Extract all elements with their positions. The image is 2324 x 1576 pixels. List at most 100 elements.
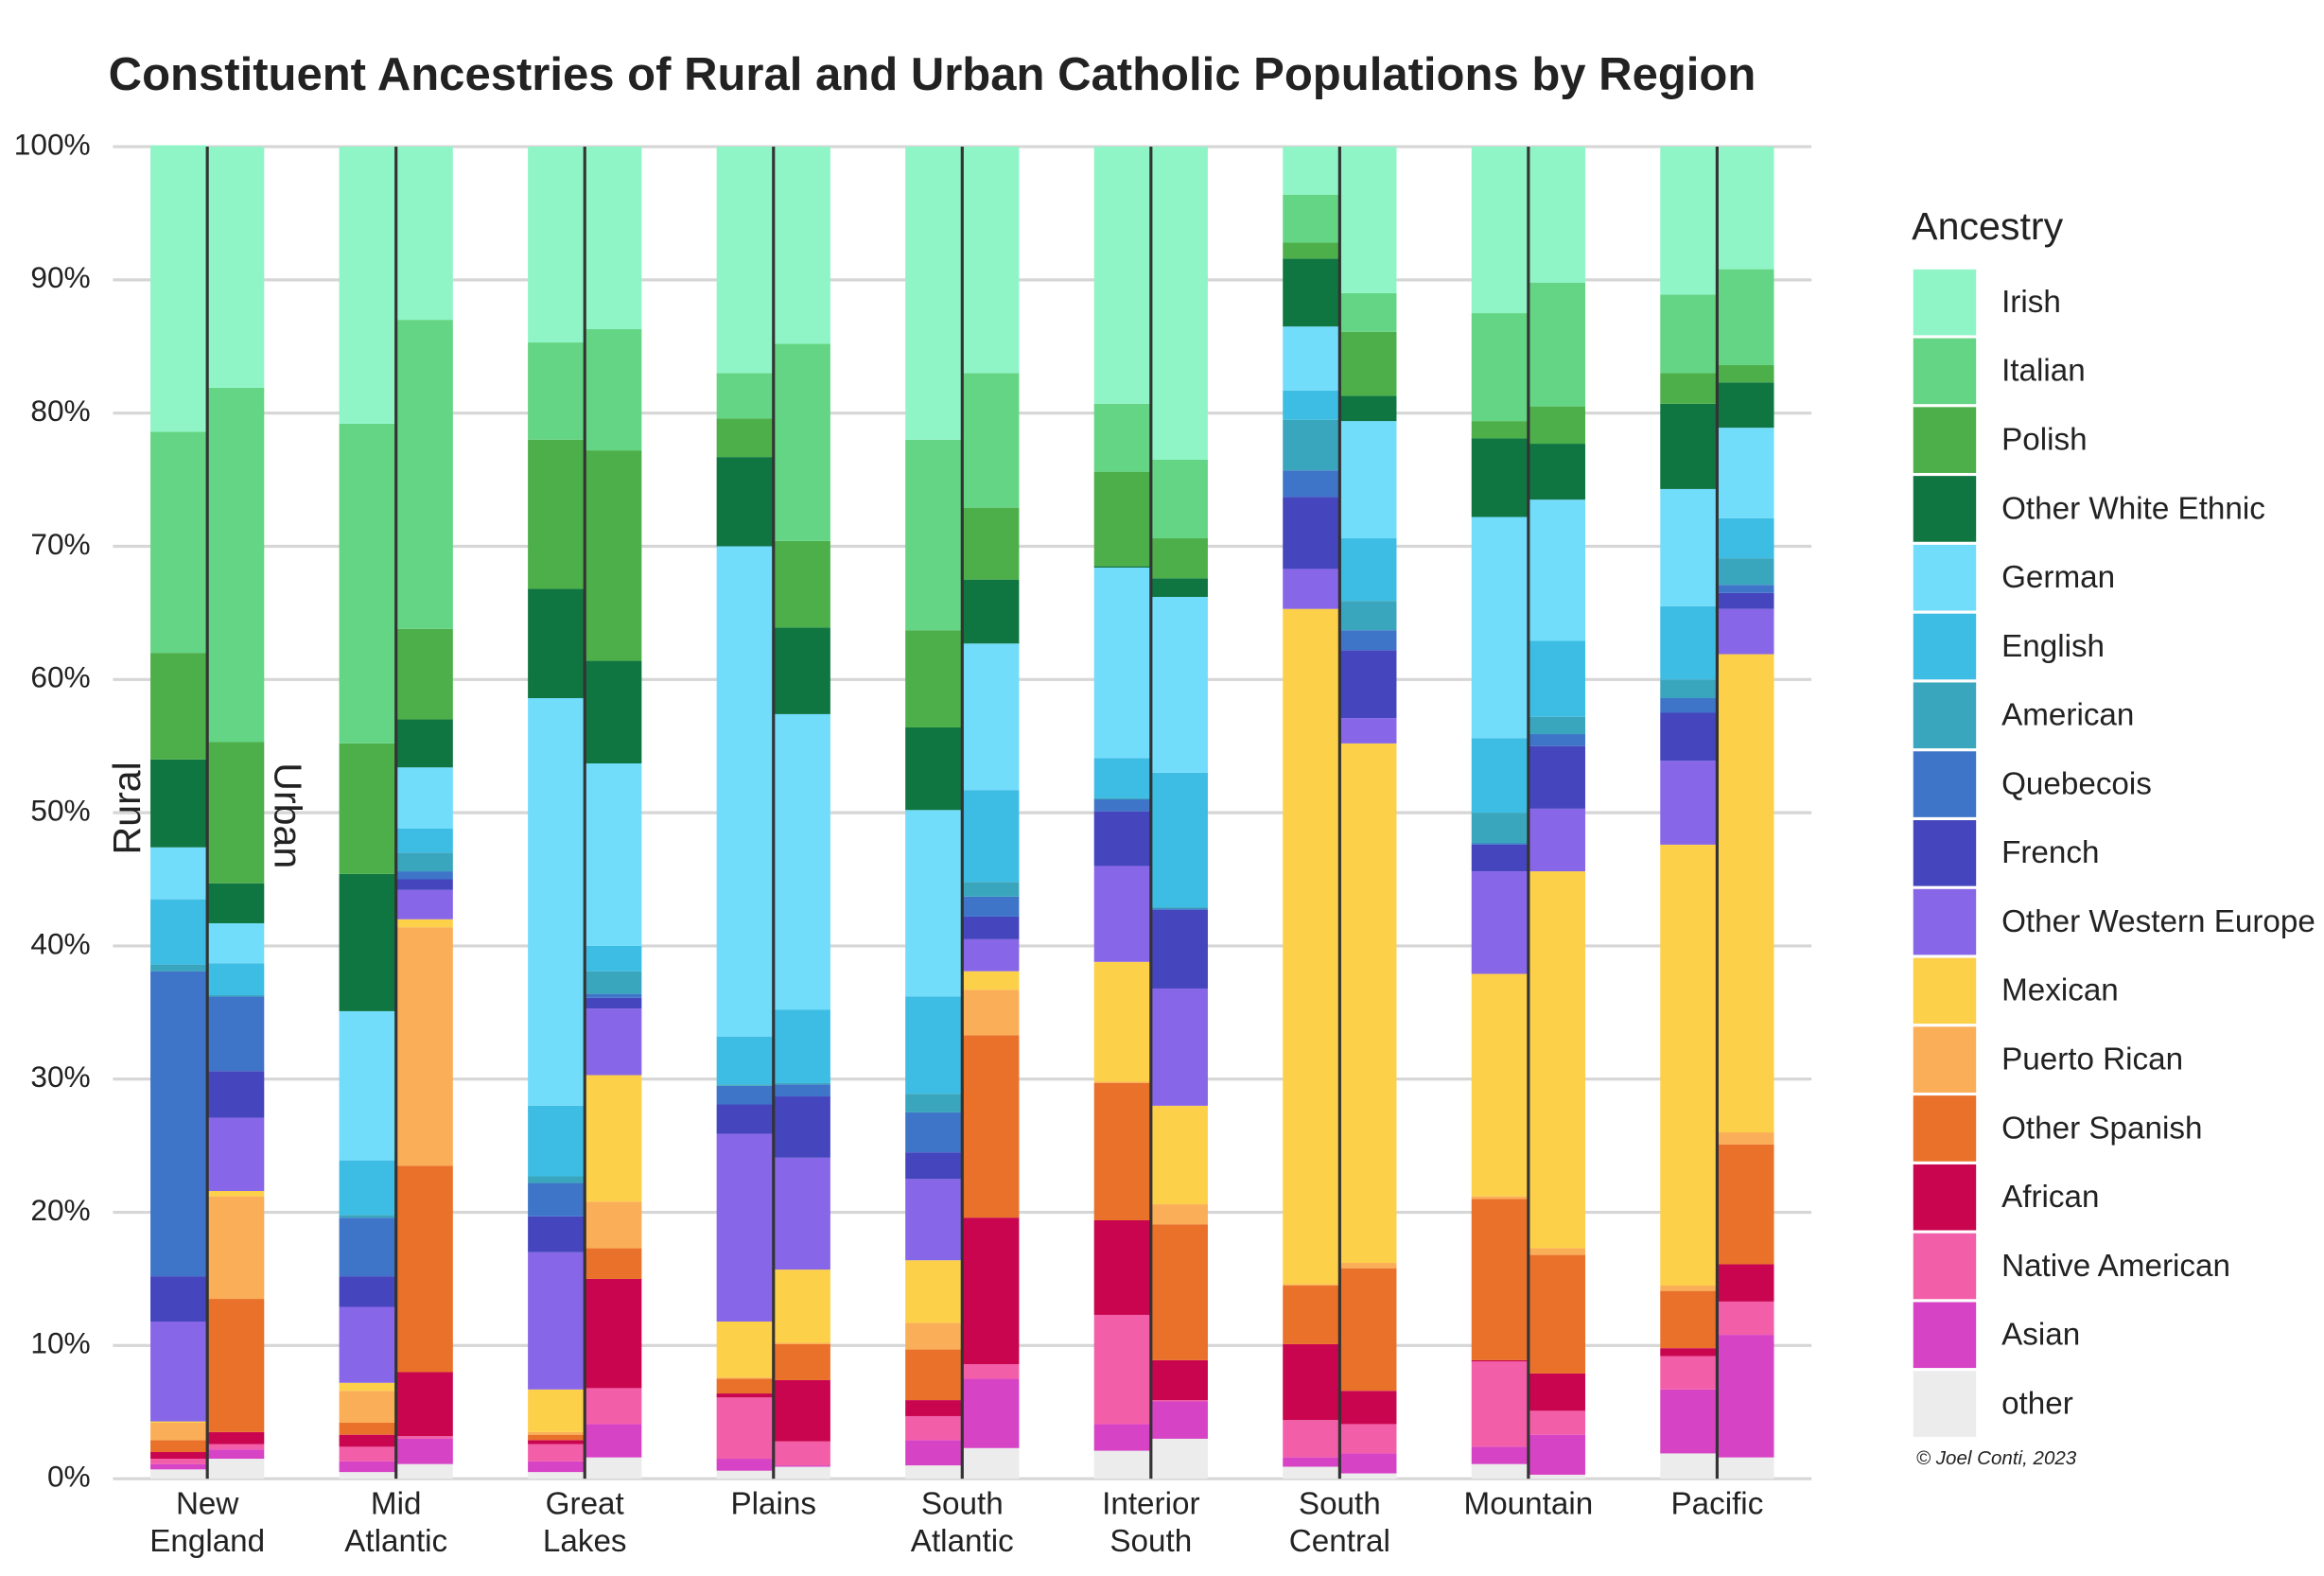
bar-segment	[773, 1082, 830, 1085]
bar-segment	[528, 1389, 585, 1432]
x-tick-label: South Central	[1289, 1486, 1390, 1559]
bar-segment	[1283, 258, 1340, 327]
bar-segment	[716, 1459, 774, 1471]
bar-segment	[773, 540, 830, 628]
bar-segment	[962, 147, 1020, 374]
bar-segment	[207, 1431, 265, 1445]
bar-segment	[1283, 1284, 1340, 1286]
bar-segment	[395, 879, 453, 890]
bar-segment	[1339, 650, 1397, 719]
bar-segment	[1717, 654, 1774, 1133]
legend-label: American	[2001, 698, 2134, 733]
bar-segment	[207, 387, 265, 743]
bar-segment	[773, 1096, 830, 1158]
bar-segment	[1528, 734, 1585, 746]
bar-segment	[1528, 1254, 1585, 1374]
bar-segment	[1093, 1450, 1151, 1480]
bar-segment	[1528, 745, 1585, 809]
y-tick-label: 70%	[30, 527, 90, 561]
bar-segment	[716, 457, 774, 547]
bar-segment	[1528, 147, 1585, 283]
bar-segment	[962, 1217, 1020, 1365]
legend-label: Other Western Europe	[2001, 904, 2315, 939]
legend-label: Asian	[2001, 1318, 2080, 1353]
bar-segment	[150, 1322, 208, 1422]
bar-segment	[773, 1465, 830, 1467]
legend-swatch	[1913, 1095, 1977, 1162]
bar-segment	[962, 1035, 1020, 1218]
legend-swatch	[1913, 1233, 1977, 1300]
bar-segment	[585, 1248, 642, 1279]
bar-segment	[150, 431, 208, 654]
y-tick-label: 0%	[47, 1460, 91, 1494]
bar-segment	[339, 1434, 396, 1447]
bar-segment	[1717, 364, 1774, 383]
bar-segment	[1283, 569, 1340, 609]
credit: © Joel Conti, 2023	[1916, 1447, 2077, 1469]
bar-segment	[1093, 1424, 1151, 1451]
bar-segment	[150, 759, 208, 848]
bar-segment	[395, 1372, 453, 1437]
bar-segment	[528, 147, 585, 343]
bar-segment	[716, 1393, 774, 1398]
bar-segment	[905, 1179, 963, 1261]
bar-segment	[1471, 871, 1529, 974]
bar-segment	[905, 439, 963, 631]
bar-segment	[1150, 988, 1208, 1106]
bar-segment	[1660, 1453, 1718, 1480]
bar-segment	[150, 899, 208, 965]
bar-segment	[1283, 497, 1340, 569]
bar-segment	[1339, 147, 1397, 293]
bar-segment	[962, 1378, 1020, 1448]
bar-segment	[528, 1444, 585, 1462]
bar-segment	[716, 1104, 774, 1134]
chart-title: Constituent Ancestries of Rural and Urba…	[109, 49, 1756, 100]
bar-segment	[207, 995, 265, 997]
bar-segment	[905, 1260, 963, 1323]
bar-segment	[585, 971, 642, 994]
bar-segment	[339, 1472, 396, 1480]
bar-segment	[395, 320, 453, 629]
bar-segment	[1660, 605, 1718, 680]
bar-segment	[1717, 428, 1774, 518]
bar-segment	[773, 1441, 830, 1466]
bar-segment	[1150, 596, 1208, 773]
bar-segment	[150, 1469, 208, 1480]
bar-segment	[1660, 844, 1718, 1286]
bar-segment	[1150, 1438, 1208, 1480]
bar-segment	[1471, 738, 1529, 814]
bar-segment	[1339, 601, 1397, 631]
bar-segment	[339, 147, 396, 424]
bar-segment	[905, 1152, 963, 1180]
bar-segment	[962, 579, 1020, 644]
bar-segment	[962, 916, 1020, 939]
bar-segment	[528, 1461, 585, 1473]
bar-segment	[716, 1085, 774, 1105]
bar-segment	[1660, 761, 1718, 845]
bar-segment	[528, 1216, 585, 1252]
bar-segment	[1093, 811, 1151, 867]
bar-segment	[1660, 294, 1718, 374]
legend-swatch	[1913, 1302, 1977, 1369]
bar-segment	[1717, 1301, 1774, 1336]
bar-segment	[1471, 844, 1529, 872]
bar-segment	[528, 1252, 585, 1390]
bar-segment	[773, 1379, 830, 1442]
bar-segment	[1093, 797, 1151, 800]
legend-label: English	[2001, 629, 2105, 664]
legend-label: Italian	[2001, 354, 2086, 389]
bar-segment	[1339, 331, 1397, 396]
bar-segment	[1150, 1359, 1208, 1401]
bar-segment	[339, 1423, 396, 1435]
legend-swatch	[1913, 1164, 1977, 1231]
bar-segment	[1150, 909, 1208, 989]
bar-segment	[395, 889, 453, 919]
bar-segment	[905, 1465, 963, 1480]
bar-segment	[1283, 1343, 1340, 1421]
bar-segment	[1150, 1204, 1208, 1225]
bar-segment	[1660, 1290, 1718, 1349]
bar-segment	[1471, 313, 1529, 422]
legend-swatch	[1913, 544, 1977, 611]
bar-segment	[716, 1036, 774, 1085]
